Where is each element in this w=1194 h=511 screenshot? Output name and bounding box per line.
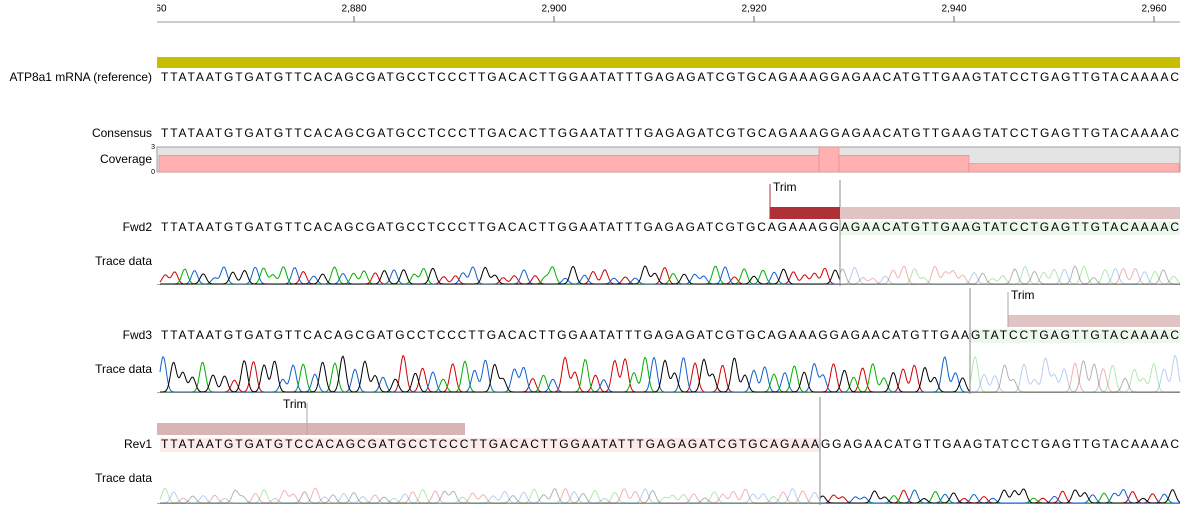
- coverage-label: Coverage: [100, 152, 152, 166]
- coverage-tick: 3: [151, 144, 155, 151]
- trim-label: Trim: [283, 397, 307, 411]
- coverage-tick: 0: [151, 169, 155, 176]
- trim-bar-active: [770, 207, 840, 219]
- coverage-area: [968, 163, 1180, 173]
- trace: [160, 356, 970, 393]
- ruler-label: 2,960: [1141, 4, 1166, 15]
- trace-label: Trace data: [95, 254, 152, 268]
- trimmed-sequence: TTATAATGTGATGTCCACAGCGATGCCTCCCTTGACACTT…: [161, 437, 819, 451]
- trace: [159, 355, 970, 393]
- trimmed-sequence: AGAACATGTTGAAGTATCCTGAGTTGTACAAAAC: [841, 220, 1179, 234]
- trace: [820, 489, 1180, 504]
- ruler: 2,860 2,880 2,900 2,920 2,940 2,960: [141, 4, 1180, 23]
- trimmed-sequence: GTATCCTGAGTTGTACAAAAC: [971, 328, 1179, 342]
- consensus-sequence: TTATAATGTGATGTTCACAGCGATGCCTCCCTTGACACTT…: [161, 126, 1179, 140]
- trim-bar: [840, 207, 1180, 219]
- ruler-label: 2,920: [741, 4, 766, 15]
- read-name: Fwd2: [123, 220, 153, 234]
- trace: [840, 265, 1180, 285]
- trace: [970, 354, 1181, 393]
- trace: [839, 265, 1180, 285]
- read-sequence: GGAGAACATGTTGAAGTATCCTGAGTTGTACAAAAC: [821, 437, 1179, 451]
- consensus-label: Consensus: [92, 126, 152, 140]
- read-name: Rev1: [124, 437, 152, 451]
- trace: [819, 488, 1181, 504]
- trimmed-region: [840, 221, 1180, 235]
- read-sequence: TTATAATGTGATGTTCACAGCGATGCCTCCCTTGACACTT…: [161, 328, 969, 342]
- trace: [840, 266, 1180, 285]
- trace: [160, 487, 820, 504]
- trace: [160, 355, 971, 393]
- trace: [160, 354, 970, 393]
- trimmed-region: [970, 329, 1180, 343]
- trace-label: Trace data: [95, 471, 152, 485]
- trace: [160, 265, 841, 285]
- ruler-label: 2,860: [141, 4, 166, 15]
- reference-label: ATP8a1 mRNA (reference): [10, 70, 153, 84]
- read-sequence: TTATAATGTGATGTTCACAGCGATGCCTCCCTTGACACTT…: [161, 220, 839, 234]
- trace: [840, 265, 1181, 285]
- trim-label: Trim: [773, 180, 797, 194]
- trim-bar: [1008, 315, 1180, 327]
- trace: [969, 355, 1180, 393]
- ruler-label: 2,880: [341, 4, 366, 15]
- trimmed-region: [160, 438, 820, 452]
- coverage-area: [158, 155, 820, 173]
- annotation-bar: [157, 57, 1180, 68]
- trace: [970, 360, 1180, 393]
- coverage-area: [838, 155, 970, 173]
- trace: [159, 487, 820, 504]
- trace-label: Trace data: [95, 362, 152, 376]
- coverage-area: [818, 146, 840, 173]
- trace: [160, 488, 821, 504]
- reference-sequence: TTATAATGTGATGTTCACAGCGATGCCTCCCTTGACACTT…: [161, 70, 1179, 84]
- read-name: Fwd3: [123, 328, 153, 342]
- ruler-label: 2,900: [541, 4, 566, 15]
- trim-label: Trim: [1011, 288, 1035, 302]
- ruler-label: 2,940: [941, 4, 966, 15]
- trim-bar: [157, 423, 465, 435]
- trace: [970, 362, 1180, 393]
- trace: [160, 488, 820, 504]
